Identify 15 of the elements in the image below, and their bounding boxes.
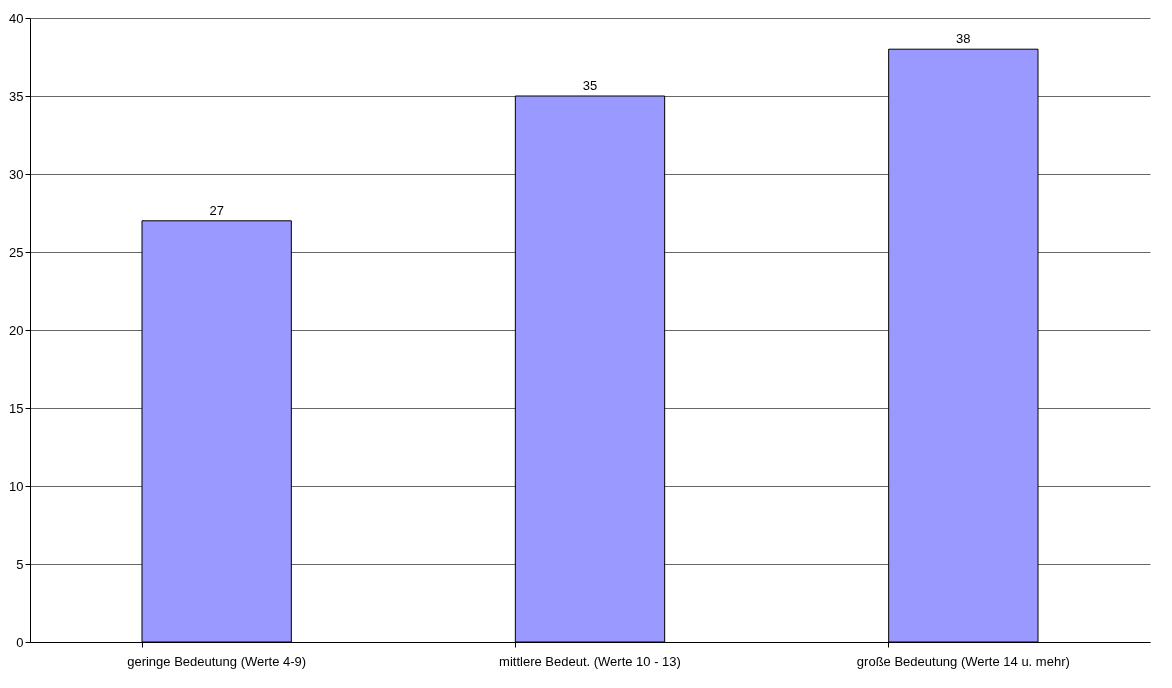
- y-tick-label: 15: [9, 400, 24, 416]
- x-tick-label: mittlere Bedeut. (Werte 10 - 13): [499, 653, 681, 669]
- data-label: 38: [956, 31, 971, 47]
- data-label: 35: [582, 78, 598, 93]
- y-tick-label: 20: [9, 322, 24, 338]
- y-tick-label: 0: [16, 634, 24, 650]
- y-tick-label: 35: [9, 88, 24, 104]
- y-tick-label: 10: [9, 478, 24, 494]
- x-tick-label: große Bedeutung (Werte 14 u. mehr): [856, 653, 1070, 669]
- x-tick-label: geringe Bedeutung (Werte 4-9): [127, 653, 307, 669]
- y-tick-label: 30: [9, 166, 24, 182]
- data-label: 27: [209, 202, 224, 218]
- y-tick-label: 5: [16, 556, 24, 572]
- y-tick-label: 40: [9, 10, 24, 26]
- y-tick-label: 25: [9, 244, 24, 260]
